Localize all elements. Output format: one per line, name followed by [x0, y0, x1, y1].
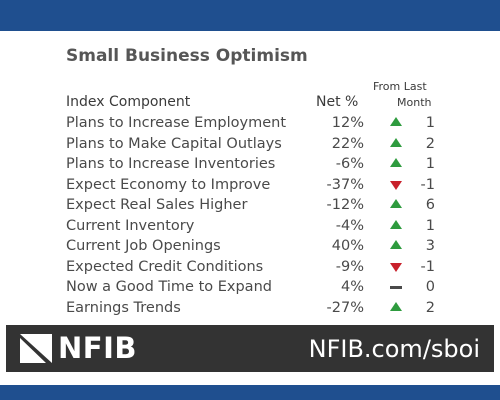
change-header-line1: From Last	[373, 80, 427, 93]
triangle-up-icon	[390, 158, 402, 167]
row-label: Now a Good Time to Expand	[66, 279, 272, 295]
change-indicator	[389, 113, 403, 133]
footer-bar: NFIB NFIB.com/sboi	[6, 325, 494, 372]
triangle-up-icon	[390, 137, 402, 147]
change-indicator	[389, 236, 403, 256]
row-change: 6	[425, 197, 435, 213]
row-net: 12%	[331, 115, 364, 131]
table-row: Plans to Make Capital Outlays 22% 2	[0, 134, 500, 155]
row-change: 3	[425, 238, 435, 254]
row-label: Plans to Make Capital Outlays	[66, 135, 282, 152]
row-change: 1	[425, 115, 435, 131]
row-net: 4%	[340, 279, 364, 295]
table-row: Current Job Openings 40% 3	[0, 236, 500, 257]
triangle-up-icon	[390, 117, 402, 126]
index-table: Plans to Increase Employment 12% 1 Plans…	[0, 113, 500, 318]
change-indicator	[389, 298, 403, 318]
dash-icon	[390, 286, 402, 289]
row-change: 2	[425, 299, 435, 316]
triangle-down-icon	[390, 262, 402, 272]
table-row: Expect Economy to Improve -37% -1	[0, 175, 500, 196]
change-indicator	[389, 195, 403, 215]
change-indicator	[389, 257, 403, 277]
row-label: Earnings Trends	[66, 299, 181, 316]
footer-url[interactable]: NFIB.com/sboi	[308, 335, 480, 363]
row-change: 2	[425, 135, 435, 152]
table-row: Current Inventory -4% 1	[0, 216, 500, 237]
bottom-band	[0, 385, 500, 400]
change-indicator	[389, 216, 403, 236]
row-label: Current Inventory	[66, 217, 195, 234]
table-row: Earnings Trends -27% 2	[0, 298, 500, 319]
table-row: Expect Real Sales Higher -12% 6	[0, 195, 500, 216]
row-change: 1	[425, 217, 435, 234]
change-header-line2: Month	[397, 96, 432, 109]
row-label: Current Job Openings	[66, 238, 221, 254]
change-indicator	[389, 277, 403, 297]
table-row: Plans to Increase Employment 12% 1	[0, 113, 500, 134]
triangle-down-icon	[390, 180, 402, 190]
net-header: Net %	[316, 94, 359, 110]
change-indicator	[389, 154, 403, 174]
row-label: Plans to Increase Inventories	[66, 156, 276, 172]
row-net: -27%	[326, 299, 364, 316]
row-label: Plans to Increase Employment	[66, 115, 287, 131]
row-net: 22%	[331, 135, 364, 152]
triangle-up-icon	[390, 199, 402, 208]
row-net: -37%	[326, 176, 364, 193]
triangle-up-icon	[390, 219, 402, 229]
nfib-logo-mark	[20, 334, 52, 363]
row-label: Expected Credit Conditions	[66, 258, 264, 275]
page-title: Small Business Optimism	[66, 46, 308, 66]
change-indicator	[389, 134, 403, 154]
row-change: -1	[420, 258, 435, 275]
row-net: -4%	[335, 217, 364, 234]
row-label: Expect Real Sales Higher	[66, 197, 248, 213]
nfib-logo-text: NFIB	[58, 331, 137, 365]
triangle-up-icon	[390, 240, 402, 249]
triangle-up-icon	[390, 301, 402, 311]
row-label: Expect Economy to Improve	[66, 176, 271, 193]
row-change: 1	[425, 156, 435, 172]
component-header: Index Component	[66, 94, 191, 110]
table-row: Now a Good Time to Expand 4% 0	[0, 277, 500, 298]
top-band	[0, 0, 500, 31]
row-change: 0	[425, 279, 435, 295]
row-change: -1	[420, 176, 435, 193]
row-net: 40%	[331, 238, 364, 254]
row-net: -9%	[335, 258, 364, 275]
table-row: Plans to Increase Inventories -6% 1	[0, 154, 500, 175]
row-net: -12%	[326, 197, 364, 213]
table-row: Expected Credit Conditions -9% -1	[0, 257, 500, 278]
change-indicator	[389, 175, 403, 195]
row-net: -6%	[335, 156, 364, 172]
